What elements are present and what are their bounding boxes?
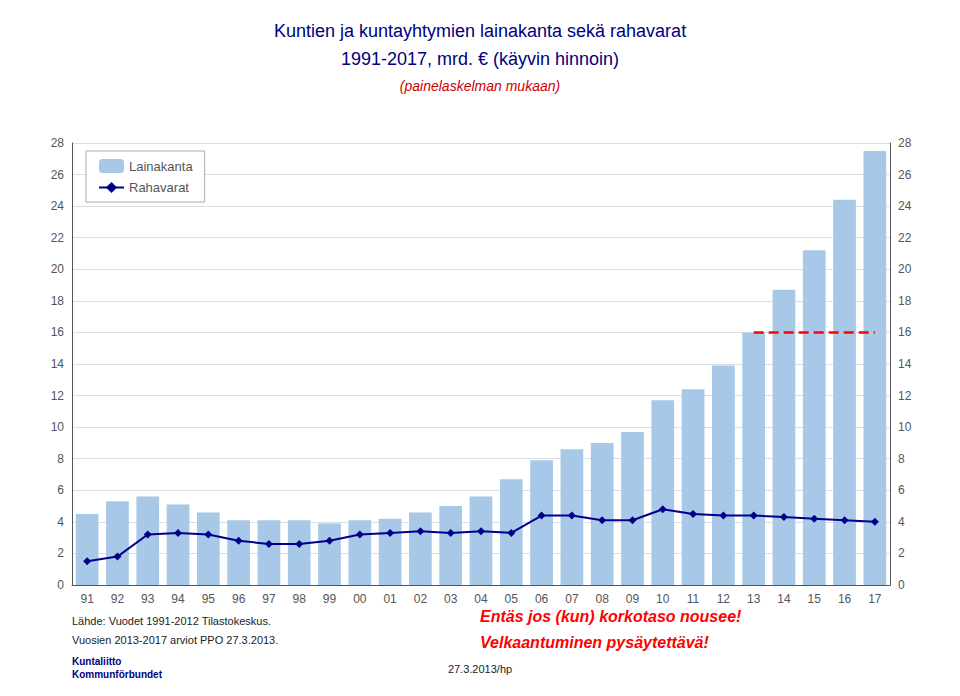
svg-text:20: 20 xyxy=(898,262,912,276)
svg-text:04: 04 xyxy=(474,592,488,606)
svg-text:10: 10 xyxy=(898,420,912,434)
svg-text:Lähde: Vuodet 1991-2012 Tilast: Lähde: Vuodet 1991-2012 Tilastokeskus. xyxy=(72,615,271,627)
svg-text:15: 15 xyxy=(808,592,822,606)
svg-text:16: 16 xyxy=(51,325,65,339)
svg-text:12: 12 xyxy=(898,389,912,403)
svg-text:18: 18 xyxy=(898,294,912,308)
svg-text:Rahavarat: Rahavarat xyxy=(129,180,189,195)
svg-text:(painelaskelman mukaan): (painelaskelman mukaan) xyxy=(400,78,560,94)
svg-text:14: 14 xyxy=(898,357,912,371)
svg-text:Entäs jos (kun) korkotaso nous: Entäs jos (kun) korkotaso nousee! xyxy=(480,608,742,625)
svg-text:2: 2 xyxy=(57,546,64,560)
svg-text:26: 26 xyxy=(898,168,912,182)
svg-text:92: 92 xyxy=(111,592,125,606)
svg-text:08: 08 xyxy=(596,592,610,606)
svg-text:97: 97 xyxy=(262,592,276,606)
svg-text:28: 28 xyxy=(898,136,912,150)
svg-text:20: 20 xyxy=(51,262,65,276)
svg-text:98: 98 xyxy=(293,592,307,606)
svg-text:27.3.2013/hp: 27.3.2013/hp xyxy=(448,663,512,675)
svg-text:18: 18 xyxy=(51,294,65,308)
svg-text:16: 16 xyxy=(838,592,852,606)
svg-text:07: 07 xyxy=(565,592,579,606)
svg-text:Kuntien ja kuntayhtymien laina: Kuntien ja kuntayhtymien lainakanta sekä… xyxy=(274,21,686,41)
svg-text:96: 96 xyxy=(232,592,246,606)
svg-text:8: 8 xyxy=(898,452,905,466)
svg-text:24: 24 xyxy=(51,199,65,213)
svg-text:09: 09 xyxy=(626,592,640,606)
svg-text:6: 6 xyxy=(57,483,64,497)
svg-text:93: 93 xyxy=(141,592,155,606)
svg-text:Velkaantuminen pysäytettävä!: Velkaantuminen pysäytettävä! xyxy=(480,634,710,651)
svg-text:06: 06 xyxy=(535,592,549,606)
svg-text:16: 16 xyxy=(898,325,912,339)
svg-text:01: 01 xyxy=(383,592,397,606)
svg-text:28: 28 xyxy=(51,136,65,150)
svg-text:0: 0 xyxy=(57,578,64,592)
svg-text:Kommunförbundet: Kommunförbundet xyxy=(72,669,163,680)
svg-text:00: 00 xyxy=(353,592,367,606)
svg-text:4: 4 xyxy=(898,515,905,529)
svg-text:Kuntaliitto: Kuntaliitto xyxy=(72,656,121,667)
svg-text:2: 2 xyxy=(898,546,905,560)
svg-text:1991-2017, mrd. € (käyvin hinn: 1991-2017, mrd. € (käyvin hinnoin) xyxy=(341,49,619,69)
svg-text:10: 10 xyxy=(656,592,670,606)
svg-text:6: 6 xyxy=(898,483,905,497)
svg-text:Lainakanta: Lainakanta xyxy=(129,159,193,174)
svg-text:12: 12 xyxy=(51,389,65,403)
svg-text:94: 94 xyxy=(171,592,185,606)
svg-text:24: 24 xyxy=(898,199,912,213)
svg-text:99: 99 xyxy=(323,592,337,606)
svg-text:95: 95 xyxy=(202,592,216,606)
svg-text:17: 17 xyxy=(868,592,882,606)
svg-text:13: 13 xyxy=(747,592,761,606)
svg-text:22: 22 xyxy=(51,231,65,245)
svg-text:91: 91 xyxy=(80,592,94,606)
svg-text:22: 22 xyxy=(898,231,912,245)
svg-text:14: 14 xyxy=(51,357,65,371)
svg-text:26: 26 xyxy=(51,168,65,182)
svg-text:02: 02 xyxy=(414,592,428,606)
svg-text:14: 14 xyxy=(777,592,791,606)
svg-text:12: 12 xyxy=(717,592,731,606)
svg-text:03: 03 xyxy=(444,592,458,606)
svg-text:05: 05 xyxy=(505,592,519,606)
svg-text:4: 4 xyxy=(57,515,64,529)
svg-text:Vuosien 2013-2017 arviot PPO 2: Vuosien 2013-2017 arviot PPO 27.3.2013. xyxy=(72,634,278,646)
svg-text:0: 0 xyxy=(898,578,905,592)
svg-text:11: 11 xyxy=(687,592,700,606)
svg-text:10: 10 xyxy=(51,420,65,434)
svg-text:8: 8 xyxy=(57,452,64,466)
